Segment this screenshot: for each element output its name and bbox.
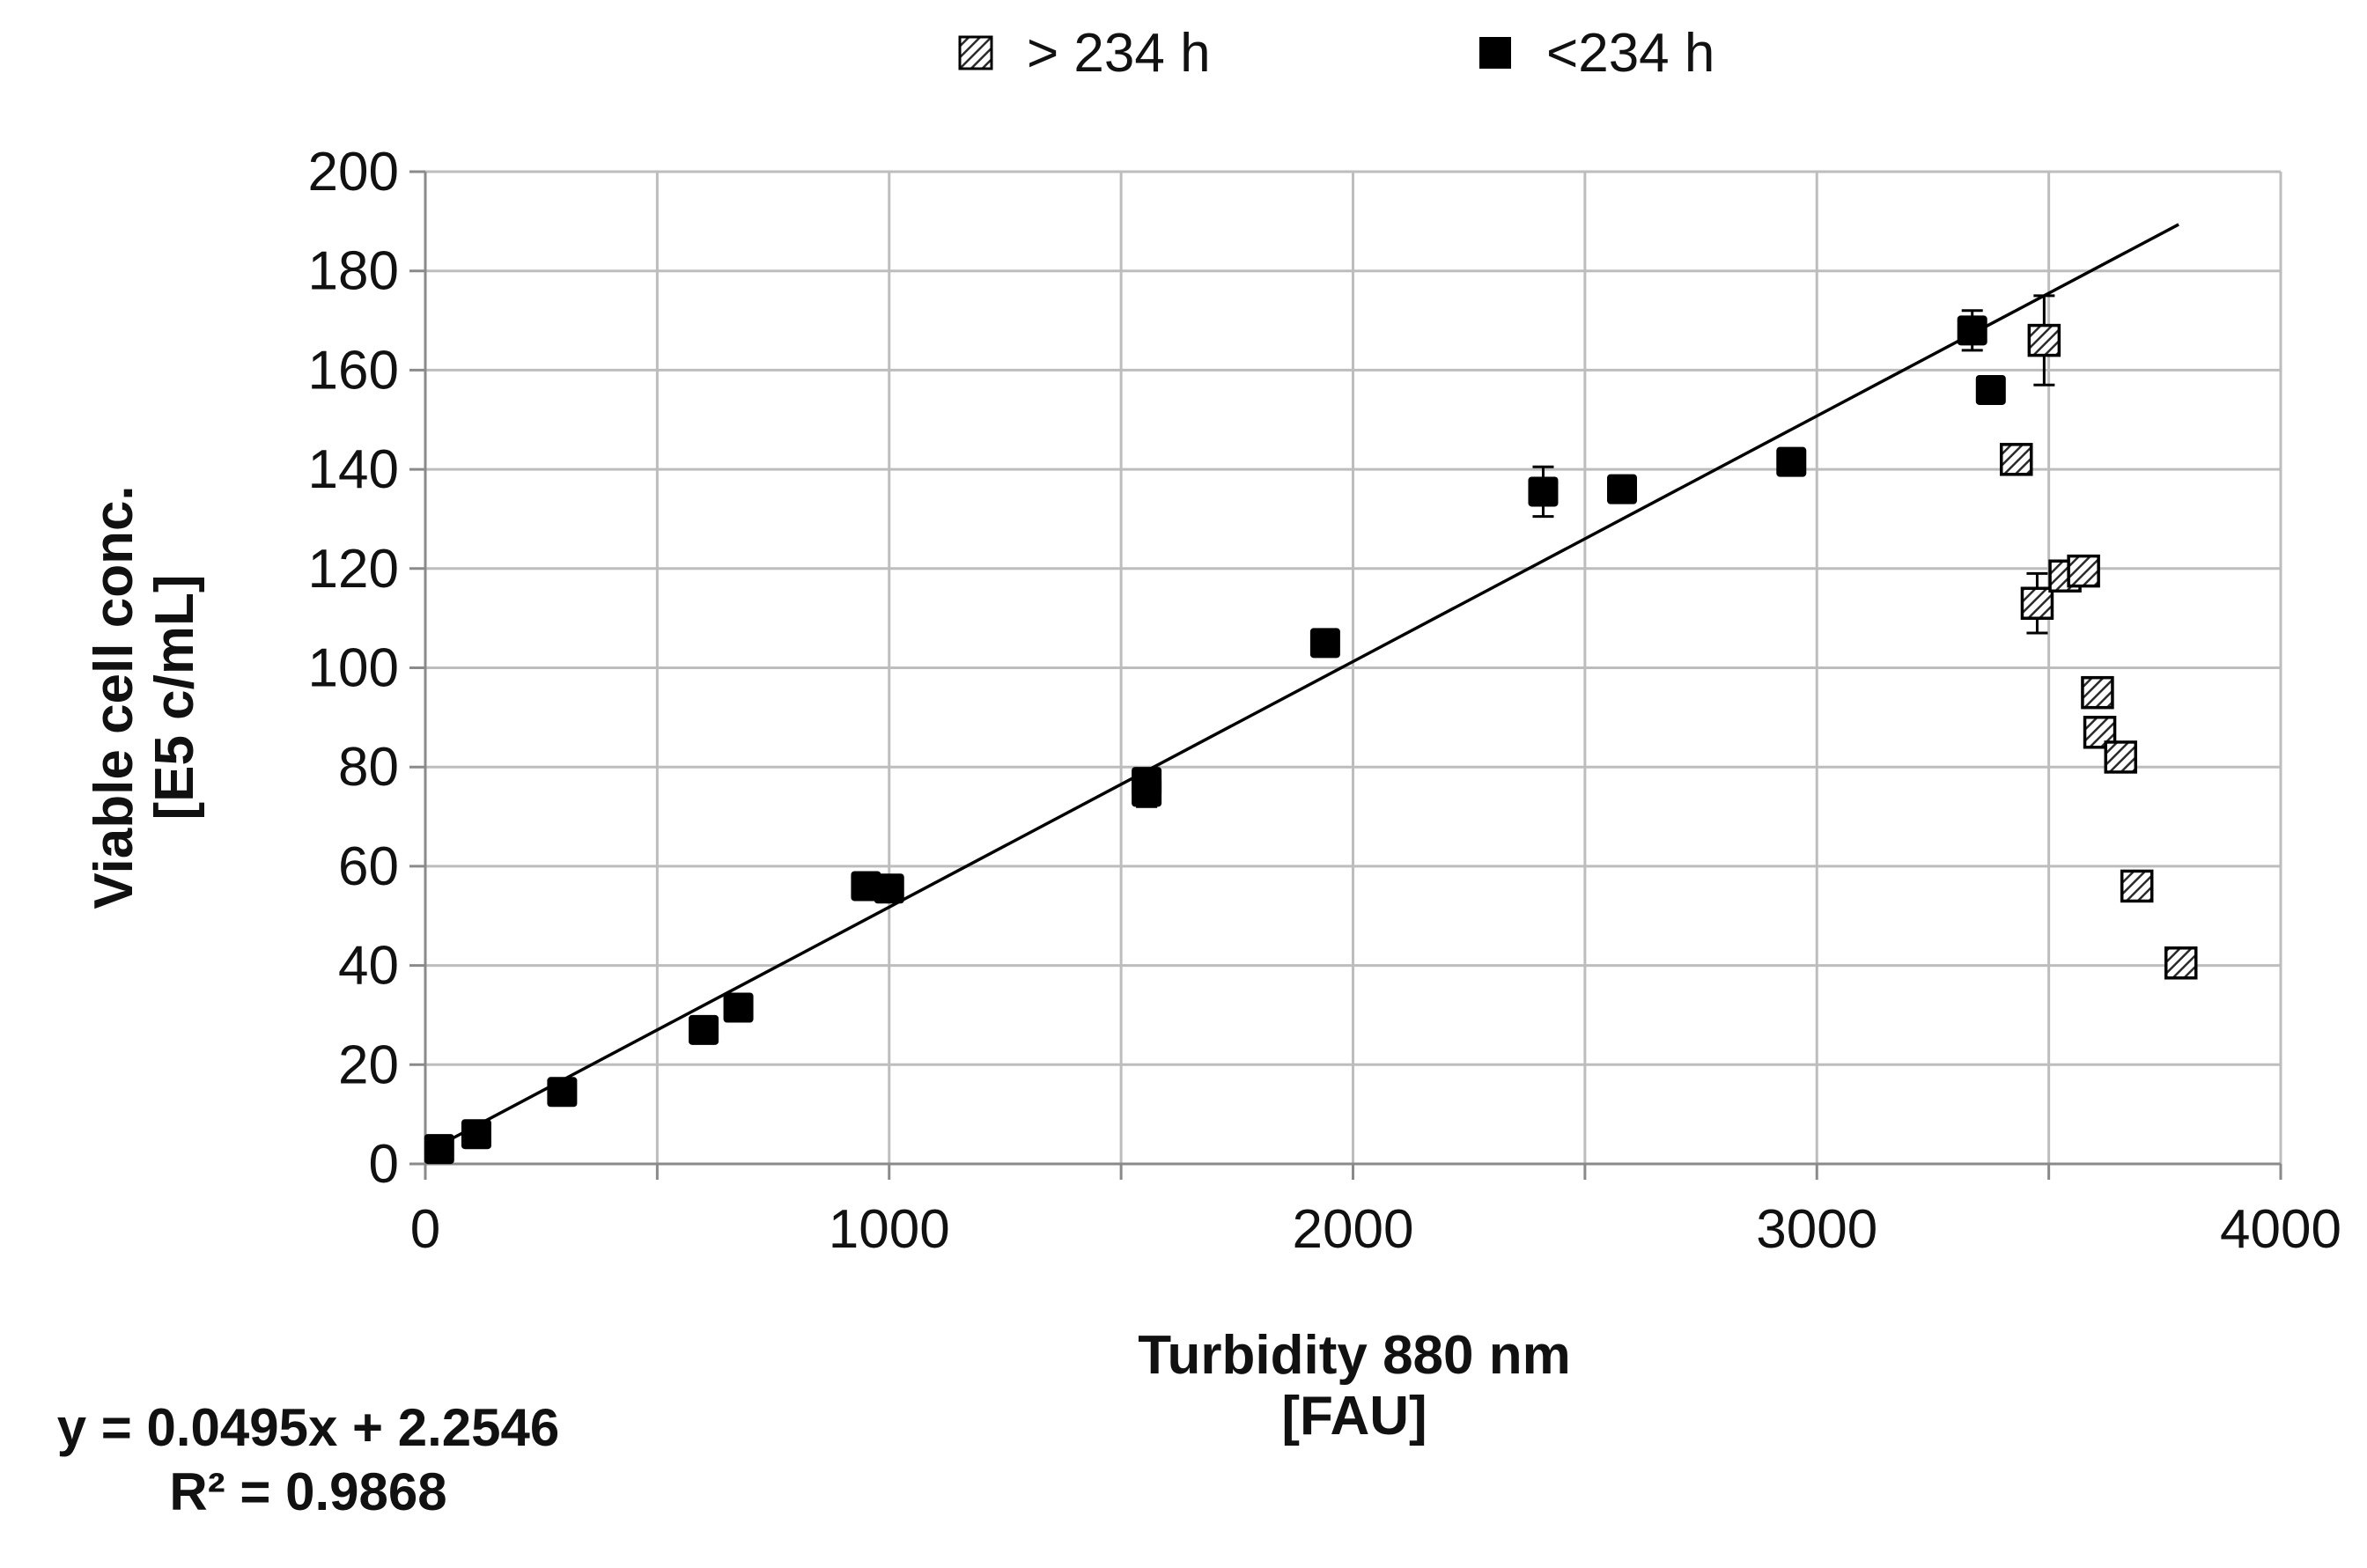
data-point-hatched — [2081, 675, 2114, 710]
data-point-solid — [1776, 446, 1807, 477]
y-axis-unit: [E5 c/mL] — [144, 574, 206, 821]
data-point-hatched — [2104, 740, 2138, 774]
x-tick-label: 0 — [410, 1199, 440, 1260]
data-point-solid — [723, 992, 754, 1023]
data-point-hatched — [2020, 586, 2054, 620]
y-tick-label: 60 — [338, 836, 399, 897]
r-squared: R² = 0.9868 — [169, 1462, 447, 1522]
data-point-hatched — [2027, 323, 2061, 357]
y-tick-label: 40 — [338, 936, 399, 997]
trendline-equation: y = 0.0495x + 2.2546 — [56, 1398, 560, 1457]
legend-item-before-234h: <234 h — [1478, 18, 1714, 88]
axes — [409, 170, 2282, 1180]
x-axis-title: Turbidity 880 nm [FAU] — [914, 1325, 1795, 1447]
data-point-hatched — [2120, 869, 2154, 903]
legend-label-before-234h: <234 h — [1546, 22, 1715, 84]
data-point-solid — [1528, 476, 1559, 507]
data-point-hatched — [2067, 554, 2100, 588]
solid-square-icon — [1479, 37, 1511, 69]
x-tick-label: 1000 — [829, 1199, 950, 1260]
data-point-solid — [689, 1014, 719, 1045]
x-tick-label: 2000 — [1293, 1199, 1414, 1260]
linear-trendline — [438, 223, 2179, 1147]
y-tick-label: 0 — [369, 1134, 399, 1195]
data-point-solid — [1309, 628, 1340, 659]
data-point-solid — [1132, 777, 1162, 807]
x-tick-label: 4000 — [2220, 1199, 2341, 1260]
y-tick-label: 100 — [308, 638, 399, 699]
data-point-solid — [547, 1077, 578, 1108]
data-point-solid — [1607, 474, 1638, 504]
data-point-solid — [874, 873, 904, 904]
y-tick-label: 20 — [338, 1034, 399, 1095]
series-before-234h — [424, 309, 2006, 1165]
x-tick-label: 3000 — [1756, 1199, 1877, 1260]
y-tick-label: 160 — [308, 340, 399, 401]
data-point-solid — [1975, 374, 2006, 405]
data-point-hatched — [2000, 443, 2033, 476]
x-axis-label: Turbidity 880 nm — [1138, 1325, 1571, 1386]
data-point-solid — [461, 1119, 491, 1150]
data-point-solid — [1957, 315, 1987, 346]
trendline-equation-box: y = 0.0495x + 2.2546 R² = 0.9868 — [9, 1395, 608, 1524]
series-after-234h — [2000, 294, 2198, 980]
x-axis-unit: [FAU] — [1281, 1386, 1427, 1447]
legend-label-after-234h: > 234 h — [1027, 22, 1211, 84]
y-tick-label: 180 — [308, 241, 399, 302]
hatched-square-icon — [958, 35, 993, 70]
y-tick-label: 200 — [308, 142, 399, 202]
y-axis-label: Viable cell conc. — [84, 485, 144, 909]
y-tick-label: 80 — [338, 737, 399, 798]
gridlines — [424, 170, 2282, 1166]
trendline — [438, 223, 2179, 1147]
y-tick-label: 140 — [308, 439, 399, 500]
data-points — [424, 294, 2198, 1165]
y-axis-title: Viable cell conc. [E5 c/mL] — [84, 301, 206, 1093]
data-point-hatched — [2083, 716, 2117, 749]
y-tick-label: 120 — [308, 539, 399, 600]
legend-item-after-234h: > 234 h — [958, 18, 1211, 88]
data-point-hatched — [2164, 946, 2198, 980]
data-point-solid — [851, 871, 881, 902]
data-point-solid — [424, 1134, 454, 1165]
